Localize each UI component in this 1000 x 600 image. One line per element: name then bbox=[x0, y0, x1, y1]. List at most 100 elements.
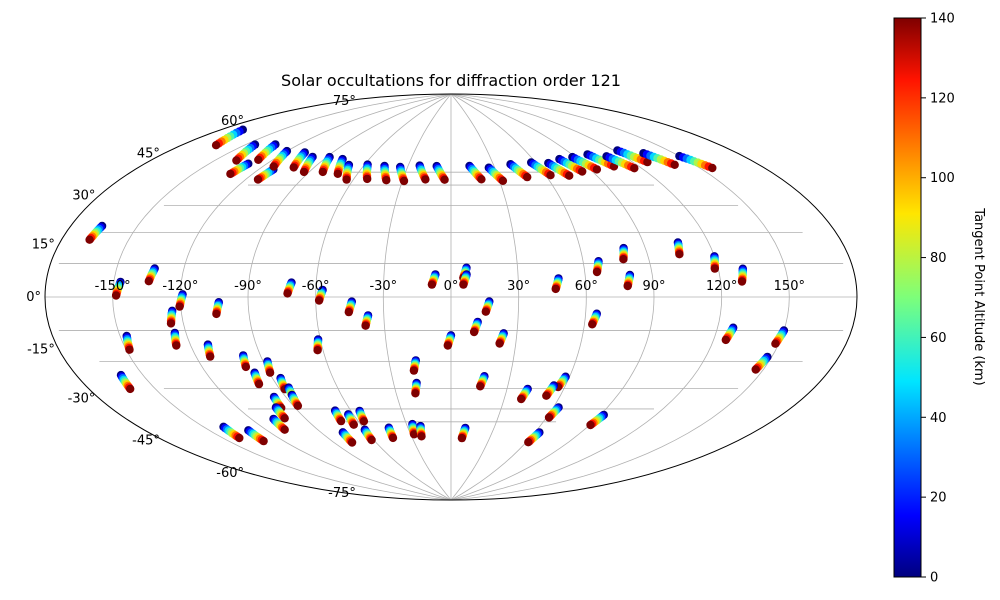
lat-tick-label: -30° bbox=[68, 392, 96, 407]
occultation-point bbox=[409, 430, 419, 439]
occultation-track bbox=[166, 306, 177, 328]
occultation-track bbox=[568, 152, 602, 174]
occultation-track bbox=[506, 160, 532, 182]
occultation-track bbox=[427, 270, 440, 289]
occultation-point bbox=[259, 436, 268, 446]
colorbar-tick-label: 120 bbox=[930, 91, 955, 106]
occultation-point bbox=[280, 414, 289, 423]
occultation-track bbox=[170, 328, 181, 350]
occultation-track bbox=[613, 146, 652, 167]
occultation-point bbox=[226, 169, 235, 179]
occultation-point bbox=[459, 280, 468, 289]
occultation-point bbox=[710, 264, 719, 273]
occultation-track bbox=[244, 426, 268, 446]
lon-tick-label: 30° bbox=[507, 279, 530, 294]
occultation-point bbox=[254, 379, 264, 389]
occultation-point bbox=[144, 277, 153, 286]
occultation-track bbox=[555, 154, 587, 176]
occultation-point bbox=[524, 438, 533, 447]
lat-tick-label: -60° bbox=[216, 466, 244, 481]
lat-tick-label: 15° bbox=[32, 237, 55, 252]
occultation-point bbox=[517, 394, 526, 404]
occultation-point bbox=[592, 267, 602, 277]
occultation-track bbox=[269, 146, 292, 171]
occultation-track bbox=[211, 125, 247, 150]
occultation-point bbox=[721, 335, 730, 345]
occultation-track bbox=[355, 406, 369, 426]
occultation-track bbox=[344, 410, 358, 429]
occultation-point bbox=[771, 339, 780, 348]
lat-tick-label: 30° bbox=[72, 189, 95, 204]
occultation-track bbox=[314, 285, 327, 305]
occultation-point bbox=[344, 307, 353, 317]
occultation-track bbox=[443, 331, 456, 350]
occultation-track bbox=[239, 351, 251, 372]
occultation-track bbox=[219, 422, 244, 443]
occultation-track bbox=[318, 152, 334, 177]
occultation-track bbox=[408, 419, 419, 439]
occultation-track bbox=[254, 140, 280, 164]
occultation-point bbox=[469, 327, 479, 337]
lon-tick-label: 90° bbox=[642, 279, 665, 294]
occultation-point bbox=[498, 176, 508, 185]
occultation-point bbox=[565, 171, 574, 180]
occultation-point bbox=[336, 416, 346, 426]
occultation-track bbox=[469, 317, 482, 337]
occultation-track bbox=[226, 159, 253, 179]
occultation-point bbox=[172, 341, 181, 350]
lat-tick-label: 45° bbox=[137, 146, 160, 161]
occultation-point bbox=[293, 401, 303, 410]
colorbar-label: Tangent Point Altitude (km) bbox=[971, 207, 986, 385]
occultation-point bbox=[643, 157, 652, 167]
occultation-point bbox=[382, 176, 391, 185]
occultation-track bbox=[675, 151, 717, 173]
occultation-point bbox=[367, 435, 376, 445]
occultation-point bbox=[417, 432, 426, 441]
occultation-track bbox=[588, 309, 601, 329]
map-boundary bbox=[44, 93, 858, 501]
occultation-point bbox=[359, 417, 369, 426]
occultation-track bbox=[271, 403, 289, 423]
occultation-point bbox=[289, 163, 298, 172]
lon-tick-label: -60° bbox=[302, 279, 330, 294]
occultation-track bbox=[542, 381, 559, 400]
occultation-point bbox=[314, 296, 324, 305]
occultation-track bbox=[313, 335, 323, 355]
occultation-point bbox=[427, 280, 437, 289]
occultation-point bbox=[166, 319, 176, 328]
occultation-point bbox=[708, 163, 717, 173]
occultation-track bbox=[263, 357, 275, 377]
occultation-point bbox=[588, 320, 597, 329]
occultation-track bbox=[465, 161, 486, 184]
occultation-point bbox=[619, 255, 628, 264]
occultation-point bbox=[125, 345, 134, 354]
occultation-track bbox=[517, 384, 532, 404]
occultation-point bbox=[411, 389, 420, 398]
occultation-point bbox=[440, 175, 449, 184]
occultation-point bbox=[457, 433, 467, 443]
occultation-point bbox=[388, 433, 398, 443]
occultation-point bbox=[586, 420, 595, 430]
occultation-track bbox=[751, 352, 772, 374]
lon-tick-label: 0° bbox=[444, 279, 459, 294]
occultation-point bbox=[280, 425, 289, 434]
occultation-point bbox=[630, 164, 639, 173]
occultation-point bbox=[551, 284, 560, 294]
occultation-track bbox=[737, 264, 747, 286]
lon-tick-label: 60° bbox=[575, 279, 598, 294]
occultation-point bbox=[578, 167, 587, 176]
occultation-track bbox=[411, 378, 421, 398]
colorbar-tick-label: 60 bbox=[930, 331, 947, 346]
occultation-track bbox=[415, 161, 430, 184]
occultation-track bbox=[111, 277, 125, 300]
occultation-point bbox=[232, 156, 241, 165]
occultation-track bbox=[639, 149, 679, 169]
occultation-point bbox=[409, 366, 419, 375]
occultation-point bbox=[592, 165, 602, 174]
occultation-track bbox=[481, 297, 494, 316]
occultation-point bbox=[313, 346, 322, 355]
occultation-track bbox=[619, 243, 628, 264]
occultation-track bbox=[85, 221, 107, 244]
occultation-point bbox=[342, 175, 351, 184]
